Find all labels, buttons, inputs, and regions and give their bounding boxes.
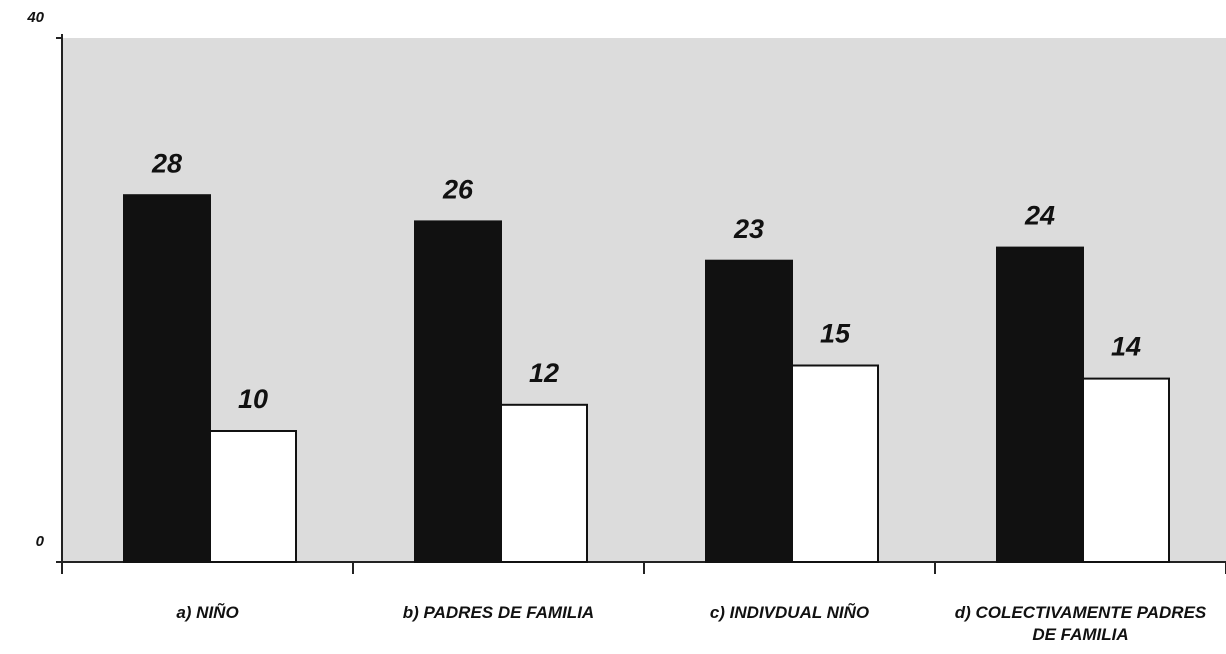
bar — [996, 246, 1084, 563]
value-label: 10 — [238, 384, 268, 414]
value-label: 23 — [733, 214, 764, 244]
bar — [705, 259, 793, 563]
value-label: 12 — [529, 358, 559, 388]
x-tick-label: d) COLECTIVAMENTE PADRES DE FAMILIA — [954, 603, 1207, 644]
value-label: 28 — [151, 148, 182, 178]
value-label: 15 — [820, 319, 851, 349]
x-tick-label: a) NIÑO — [176, 603, 239, 622]
bar — [500, 403, 588, 563]
bar — [209, 430, 297, 563]
bar — [791, 364, 879, 563]
value-label: 14 — [1111, 332, 1141, 362]
x-tick-label: b) PADRES DE FAMILIA — [402, 603, 595, 622]
y-tick-label: 0 — [36, 533, 45, 550]
bar — [123, 194, 211, 563]
bar — [1082, 377, 1170, 563]
value-label: 26 — [442, 175, 474, 205]
y-tick-label: 40 — [26, 9, 44, 26]
x-tick-label: c) INDIVDUAL NIÑO — [709, 603, 870, 622]
value-label: 24 — [1024, 201, 1055, 231]
bar — [414, 220, 502, 563]
